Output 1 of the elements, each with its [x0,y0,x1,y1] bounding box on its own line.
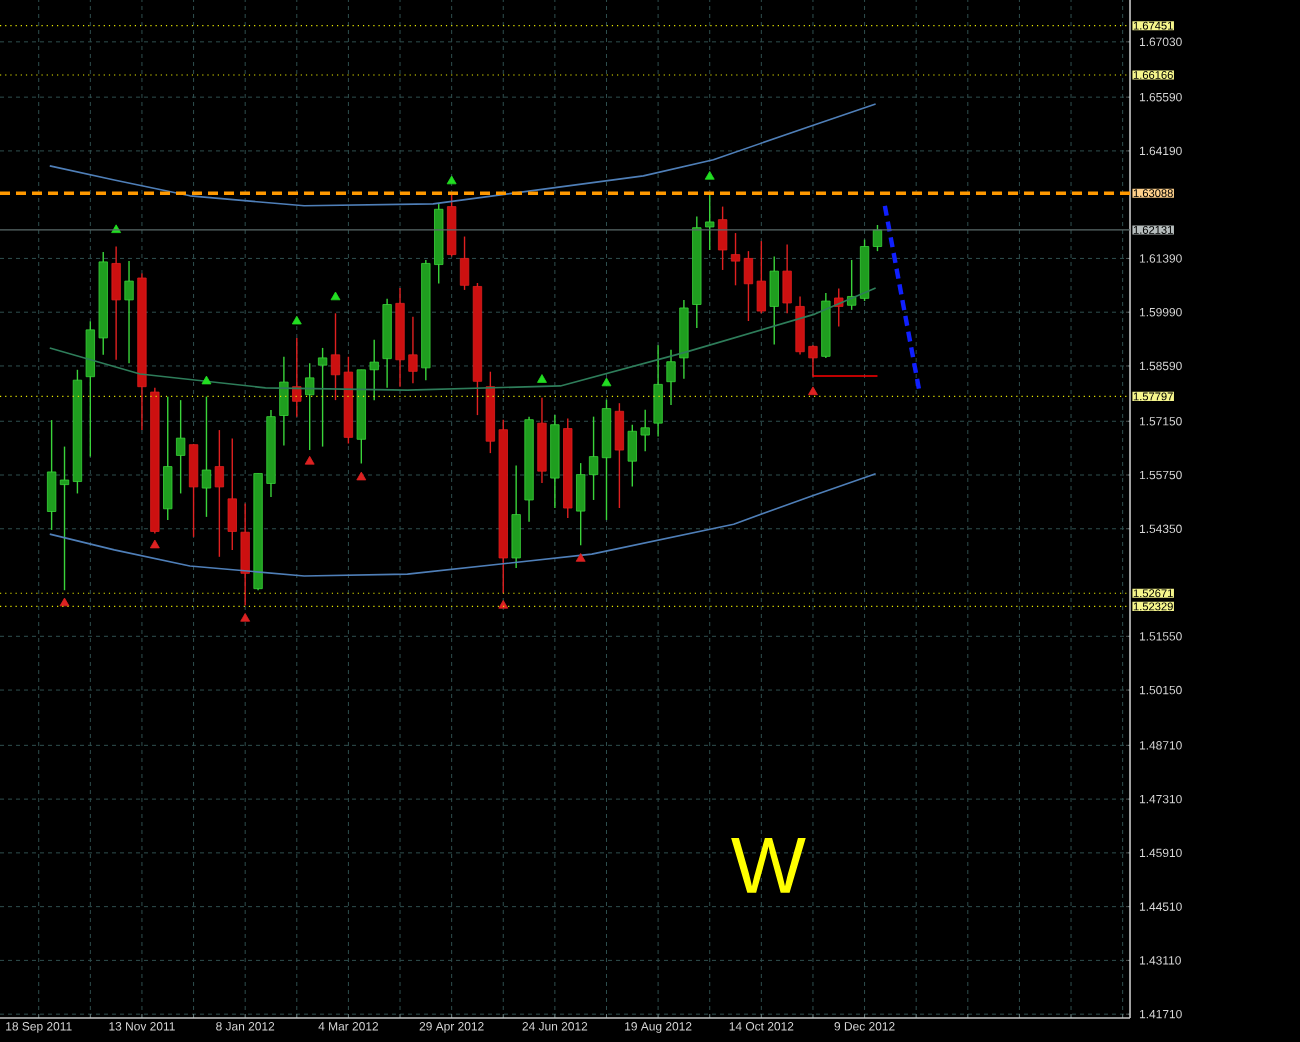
annotation: W [731,837,806,893]
